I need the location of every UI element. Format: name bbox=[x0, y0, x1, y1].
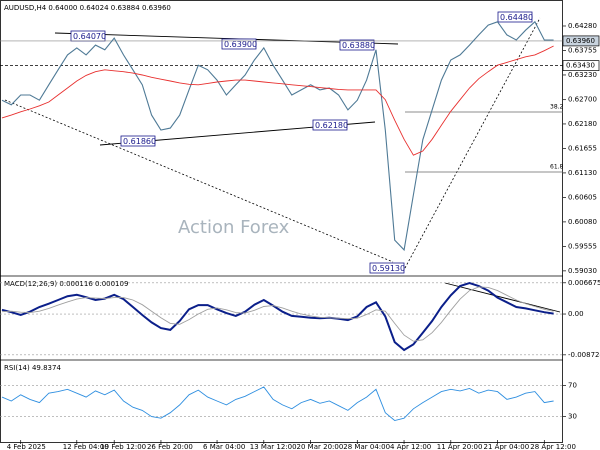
series-line bbox=[1, 45, 554, 156]
y-tick-label: 0.62180 bbox=[568, 120, 597, 128]
x-tick-label: 4 Feb 2025 bbox=[7, 443, 46, 450]
annotation: 0.62180 bbox=[315, 121, 348, 130]
y-tick-label: 0.60080 bbox=[568, 218, 597, 226]
trendline bbox=[444, 282, 561, 313]
header: AUDUSD,H4 0.64000 0.64024 0.63884 0.6396… bbox=[4, 4, 171, 12]
annotation: 0.59130 bbox=[372, 264, 405, 273]
y-tick-label: 0.59555 bbox=[568, 242, 597, 250]
annotation: 0.64480 bbox=[500, 13, 533, 22]
annotation-box bbox=[369, 262, 405, 274]
series-line bbox=[1, 386, 554, 421]
x-tick-label: 4 Apr 12:00 bbox=[390, 443, 431, 450]
y-tick-label: 0.64280 bbox=[568, 22, 597, 30]
x-tick-label: 28 Mar 04:00 bbox=[343, 443, 390, 450]
watermark: Action Forex bbox=[178, 217, 290, 238]
price-label: 0.63960 bbox=[566, 37, 595, 45]
x-tick-label: 12 Feb 04:00 bbox=[63, 443, 109, 450]
series-line bbox=[1, 282, 554, 352]
annotation: 0.63880 bbox=[342, 41, 375, 50]
y-tick-label: 30 bbox=[568, 413, 577, 421]
annotation-box bbox=[312, 119, 348, 131]
y-tick-label: 70 bbox=[568, 381, 577, 389]
y-tick-label: 0.62700 bbox=[568, 96, 597, 104]
x-tick-label: 26 Feb 20:00 bbox=[147, 443, 193, 450]
y-tick-label: 0.61655 bbox=[568, 144, 597, 152]
y-tick-label: 0.00 bbox=[568, 310, 584, 318]
x-tick-label: 21 Apr 04:00 bbox=[484, 443, 530, 450]
fib-label: 38.2 bbox=[550, 104, 564, 111]
x-tick-label: 11 Apr 20:00 bbox=[437, 443, 483, 450]
annotation-box bbox=[339, 39, 375, 51]
fib-label: 61.8 bbox=[550, 164, 564, 171]
annotation: 0.64070 bbox=[73, 32, 106, 41]
y-tick-label: 0.61130 bbox=[568, 169, 597, 177]
x-tick-label: 28 Apr 12:00 bbox=[530, 443, 576, 450]
x-tick-label: 20 Mar 20:00 bbox=[297, 443, 344, 450]
trendline bbox=[404, 17, 541, 269]
series-line bbox=[1, 20, 554, 252]
price-label-box bbox=[562, 35, 600, 47]
y-tick-label: -0.008724 bbox=[568, 351, 600, 359]
annotation: 0.63900 bbox=[224, 40, 257, 49]
y-tick-label: 0.63230 bbox=[568, 71, 597, 79]
y-tick-label: 0.63755 bbox=[568, 46, 597, 54]
pane-title: RSI(14) 49.8374 bbox=[4, 364, 61, 372]
y-tick-label: 0.59030 bbox=[568, 267, 597, 275]
price-label-box bbox=[562, 60, 600, 71]
annotation-box bbox=[120, 135, 156, 147]
x-tick-label: 19 Feb 12:00 bbox=[100, 443, 146, 450]
y-tick-label: 0.60605 bbox=[568, 193, 597, 201]
y-tick-label: 0.006675 bbox=[568, 279, 600, 287]
price-label: 0.63430 bbox=[566, 62, 595, 70]
annotation-box bbox=[497, 11, 533, 23]
x-tick-label: 6 Mar 04:00 bbox=[203, 443, 245, 450]
x-tick-label: 13 Mar 12:00 bbox=[250, 443, 297, 450]
trendlines bbox=[4, 17, 563, 313]
series-line bbox=[1, 286, 554, 342]
annotation: 0.61860 bbox=[123, 137, 156, 146]
frame bbox=[0, 0, 563, 443]
annotations: 0.64070 0.63900 0.63880 0.61860 0.62180 … bbox=[70, 11, 533, 274]
pane-title: MACD(12,26,9) 0.000116 0.000109 bbox=[4, 280, 128, 288]
annotation-box bbox=[221, 38, 257, 50]
